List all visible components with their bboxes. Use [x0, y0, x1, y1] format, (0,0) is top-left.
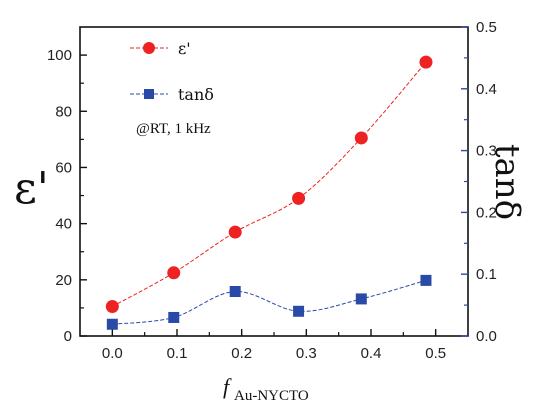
right-tick-label: 0.5	[476, 19, 497, 36]
y-axis-left-label: ε'	[14, 163, 49, 214]
left-tick-label: 60	[55, 159, 72, 176]
legend-label-tan-delta: tanδ	[178, 85, 214, 104]
data-point-tan-delta	[355, 293, 367, 305]
left-tick-label: 40	[55, 216, 72, 233]
data-point-tan-delta	[168, 311, 180, 323]
x-tick-label: 0.3	[296, 345, 317, 362]
data-point-tan-delta	[293, 305, 305, 317]
left-tick-label: 80	[55, 103, 72, 120]
data-point-tan-delta	[106, 318, 118, 330]
data-point-permittivity	[419, 55, 433, 69]
right-axis-ticks: 0.0 0.1 0.2 0.3 0.4 0.5	[461, 19, 497, 345]
x-tick-label: 0.1	[167, 345, 188, 362]
right-tick-label: 0.3	[476, 143, 497, 160]
legend-entry-permittivity: ε'	[130, 39, 191, 58]
series-line-tan-delta	[112, 279, 427, 325]
left-tick-label: 20	[55, 272, 72, 289]
x-tick-label: 0.4	[361, 345, 382, 362]
y-axis-right-label: tanδ	[487, 144, 527, 220]
plot-frame	[79, 26, 469, 337]
x-axis-ticks: 0.0 0.1 0.2 0.3 0.4 0.5	[102, 329, 446, 362]
x-axis-label-main: f	[223, 374, 232, 399]
legend-marker-permittivity	[143, 42, 155, 54]
left-tick-label: 0	[64, 328, 72, 345]
legend: ε' tanδ	[130, 39, 214, 104]
left-axis-ticks: 0 20 40 60 80 100	[47, 47, 87, 345]
plot-area	[79, 26, 469, 337]
legend-marker-tan-delta	[144, 89, 154, 99]
data-point-tan-delta	[420, 274, 432, 286]
right-tick-label: 0.1	[476, 266, 497, 283]
legend-entry-tan-delta: tanδ	[130, 85, 214, 104]
series-line-permittivity	[112, 61, 427, 307]
right-tick-label: 0.2	[476, 204, 497, 221]
right-tick-label: 0.4	[476, 81, 497, 98]
left-tick-label: 100	[47, 47, 72, 64]
data-point-permittivity	[354, 131, 368, 145]
measurement-annotation: @RT, 1 kHz	[136, 121, 211, 137]
data-point-permittivity	[167, 266, 181, 280]
data-point-permittivity	[228, 225, 242, 239]
series-layer	[105, 55, 433, 330]
x-tick-label: 0.0	[102, 345, 123, 362]
x-axis-label-subscript: Au-NYCTO	[234, 388, 309, 404]
x-tick-label: 0.2	[231, 345, 252, 362]
x-axis-label: f Au-NYCTO	[223, 374, 309, 404]
right-tick-label: 0.0	[476, 328, 497, 345]
x-tick-label: 0.5	[425, 345, 446, 362]
data-point-permittivity	[292, 191, 306, 205]
data-point-tan-delta	[229, 286, 241, 298]
data-point-permittivity	[105, 300, 119, 314]
legend-label-permittivity: ε'	[178, 39, 191, 58]
